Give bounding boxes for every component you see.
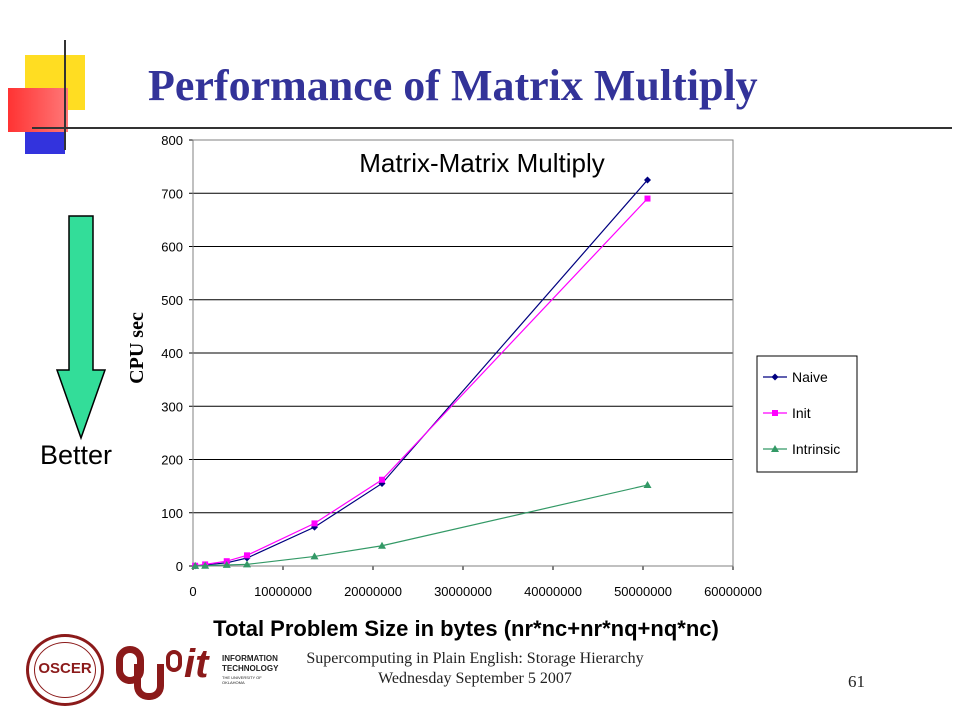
footer-line-1: Supercomputing in Plain English: Storage… (306, 650, 644, 667)
data-point-init (379, 476, 385, 483)
deco-horizontal-line (32, 127, 952, 129)
y-tick-label: 700 (161, 186, 183, 201)
ou-logo (112, 640, 172, 706)
series-intrinsic (191, 481, 652, 569)
series-line-intrinsic (195, 484, 648, 567)
deco-red-square (8, 88, 68, 132)
legend-marker-intrinsic (771, 445, 779, 452)
x-tick-label: 50000000 (614, 584, 672, 599)
legend-label-intrinsic: Intrinsic (792, 441, 840, 457)
data-point-intrinsic (378, 541, 386, 549)
better-label: Better (40, 440, 113, 470)
y-tick-label: 0 (176, 559, 183, 574)
y-tick-label: 600 (161, 240, 183, 255)
data-point-intrinsic (310, 552, 319, 560)
x-axis-label: Total Problem Size in bytes (nr*nc+nr*nq… (213, 616, 719, 641)
series-naive (191, 176, 651, 570)
data-point-init (244, 552, 250, 559)
chart-legend: Naive Init Intrinsic (756, 355, 858, 473)
deco-blue-square (25, 132, 65, 154)
y-tick-label: 800 (161, 133, 183, 148)
y-axis-label: CPU sec (126, 312, 148, 384)
chart-series (191, 176, 652, 570)
it-logo-sub3: THE UNIVERSITY OF OKLAHOMA (222, 675, 262, 685)
it-logo-sub2: TECHNOLOGY (222, 664, 279, 673)
x-tick-label: 30000000 (434, 584, 492, 599)
data-point-naive (644, 176, 651, 184)
deco-vertical-line (64, 40, 66, 150)
slide-title: Performance of Matrix Multiply (148, 61, 758, 110)
legend-marker-init (772, 410, 778, 416)
data-point-intrinsic (222, 560, 231, 568)
footer-line-2: Wednesday September 5 2007 (378, 670, 572, 687)
data-point-init (311, 520, 318, 527)
y-tick-labels: 0 100 200 300 400 500 600 700 800 (161, 133, 183, 574)
data-point-intrinsic (191, 561, 200, 569)
page-number: 61 (848, 672, 865, 691)
ou-it-logo: it INFORMATION TECHNOLOGY THE UNIVERSITY… (166, 642, 279, 702)
x-tick-label: 20000000 (344, 584, 402, 599)
legend-marker-naive (771, 373, 779, 381)
better-arrow-icon (55, 215, 107, 441)
y-tick-label: 100 (161, 506, 183, 521)
series-line-init (195, 198, 648, 567)
series-line-naive (195, 179, 648, 567)
y-tick-label: 200 (161, 453, 183, 468)
x-tick-label: 60000000 (704, 584, 762, 599)
oscer-logo: OSCER (22, 634, 108, 706)
legend-label-init: Init (792, 405, 811, 421)
x-tick-label: 40000000 (524, 584, 582, 599)
y-tick-label: 400 (161, 346, 183, 361)
x-tick-labels: 0 10000000 20000000 30000000 40000000 5000000… (189, 584, 762, 599)
chart-title: Matrix-Matrix Multiply (359, 148, 605, 178)
chart-grid (189, 139, 734, 570)
legend-label-naive: Naive (792, 369, 828, 385)
x-tick-label: 10000000 (254, 584, 312, 599)
oscer-logo-text: OSCER (38, 660, 92, 677)
x-tick-label: 0 (189, 584, 196, 599)
it-logo-sub1: INFORMATION (222, 654, 278, 663)
y-tick-label: 300 (161, 399, 183, 414)
y-tick-label: 500 (161, 293, 183, 308)
data-point-intrinsic (243, 560, 251, 568)
it-logo-text: it (184, 642, 209, 686)
data-point-intrinsic (643, 481, 652, 489)
data-point-init (644, 195, 651, 202)
plot-area-border (192, 139, 734, 567)
data-point-intrinsic (201, 561, 210, 569)
